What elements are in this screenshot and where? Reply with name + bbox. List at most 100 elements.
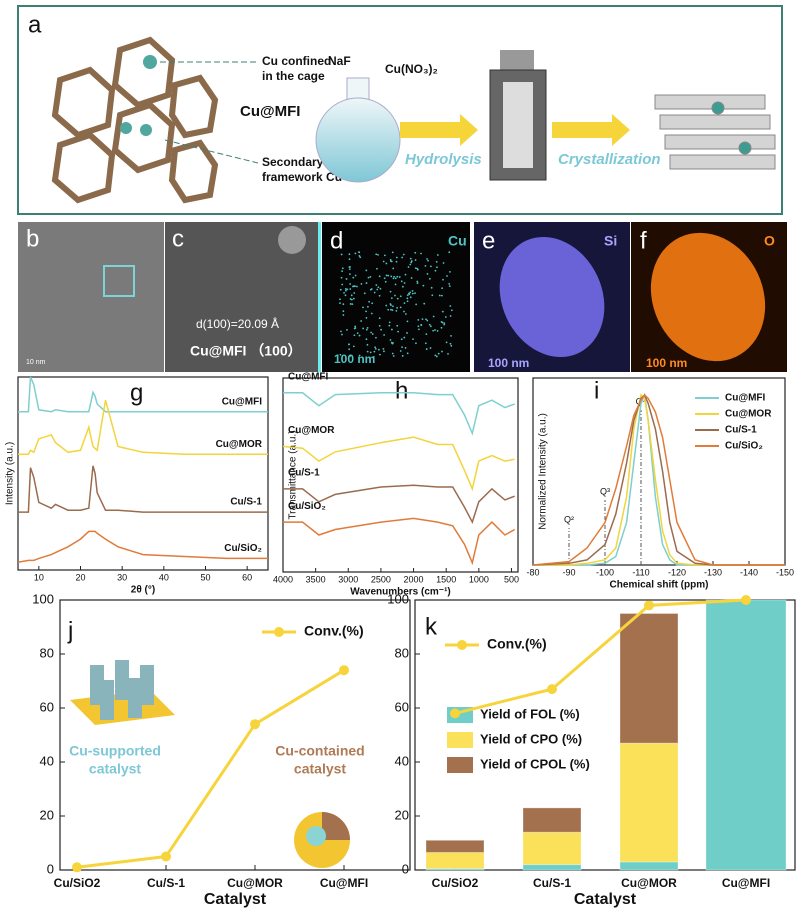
dot — [401, 256, 404, 259]
dot — [436, 254, 439, 256]
dot — [348, 348, 351, 351]
legend-label: Conv.(%) — [487, 636, 547, 652]
dot — [448, 285, 451, 288]
x-tick-label: Cu/S-1 — [533, 876, 571, 890]
dot — [339, 302, 341, 305]
bar-segment — [619, 861, 679, 871]
dot — [358, 251, 361, 254]
dot — [445, 341, 448, 344]
dot — [385, 304, 388, 307]
y-tick-label: 80 — [40, 645, 54, 660]
x-tick-label: 4000 — [273, 574, 293, 584]
x-tick-label: Cu@MFI — [722, 876, 770, 890]
dot — [441, 350, 443, 353]
dot — [437, 352, 440, 355]
conversion-point — [72, 862, 82, 873]
dot — [345, 278, 348, 280]
supported-illustration — [70, 660, 175, 725]
dot — [367, 276, 370, 279]
bar-segment — [619, 613, 679, 744]
y-axis-label: Transmittance (a.u.) — [288, 430, 299, 519]
o-signal — [650, 232, 766, 362]
y-tick-label: 40 — [40, 753, 54, 768]
panel-label: a — [28, 11, 42, 38]
spectrum-line — [283, 517, 516, 566]
dot — [353, 292, 356, 294]
dot — [383, 277, 386, 280]
dot — [372, 355, 375, 358]
scale-bar-label: 10 nm — [26, 359, 46, 366]
zeolite-framework — [51, 36, 219, 204]
dot — [434, 354, 437, 357]
dot — [354, 327, 357, 329]
dot — [378, 275, 381, 278]
plot-frame — [59, 599, 411, 871]
x-tick-label: Cu@MOR — [227, 876, 283, 890]
dot — [367, 305, 369, 308]
dot — [434, 269, 437, 272]
dot — [409, 263, 412, 266]
dot — [371, 302, 374, 305]
dot — [368, 300, 371, 303]
legend-label: Cu/S-1 — [288, 467, 320, 478]
dot — [396, 324, 399, 327]
dot — [365, 310, 367, 313]
plot-frame — [282, 377, 519, 573]
dot — [342, 303, 345, 306]
dot — [420, 323, 423, 326]
dot — [410, 260, 413, 262]
eds-map-cu — [322, 222, 470, 372]
dot — [362, 327, 365, 330]
x-tick-label: 30 — [117, 572, 127, 582]
dot — [398, 276, 401, 278]
annotation: d(100)=20.09 Å — [196, 316, 279, 331]
dot — [403, 336, 406, 339]
panel-label: f — [640, 227, 647, 254]
dot — [436, 266, 438, 269]
dot — [394, 294, 396, 297]
conversion-point — [450, 708, 460, 719]
selection-box — [103, 265, 135, 297]
dot — [396, 275, 399, 278]
element-label: O — [764, 233, 775, 249]
annotation: catalyst — [294, 761, 346, 777]
conversion-point — [644, 600, 654, 611]
y-tick-label: 80 — [395, 645, 409, 660]
dot — [371, 333, 374, 335]
spectrum-line — [282, 436, 515, 492]
dot — [449, 305, 452, 307]
dot — [370, 331, 372, 334]
dot — [346, 288, 349, 291]
dot — [354, 325, 357, 328]
dot — [406, 352, 409, 355]
dot — [438, 294, 441, 297]
x-tick-label: Cu@MFI — [320, 876, 368, 890]
dot — [409, 257, 412, 260]
dot — [342, 314, 345, 316]
dot — [417, 328, 420, 331]
x-axis-label: Catalyst — [574, 891, 637, 908]
fft-inset — [278, 226, 306, 254]
bar-segment — [425, 839, 485, 853]
dot — [425, 348, 428, 350]
x-tick-label: -130 — [704, 567, 722, 577]
spectrum-line — [283, 392, 515, 436]
x-tick-label: 1000 — [469, 574, 489, 584]
dot — [402, 253, 405, 256]
dot — [449, 315, 452, 317]
dot — [443, 322, 446, 325]
dot — [441, 287, 444, 290]
dot — [352, 297, 355, 300]
dot — [429, 347, 432, 349]
dot — [344, 294, 347, 297]
legend-label: Yield of FOL (%) — [480, 706, 580, 721]
dot — [423, 302, 426, 305]
dot — [416, 268, 419, 271]
dot — [353, 334, 356, 337]
dot — [370, 312, 373, 315]
dot — [363, 292, 366, 295]
dot — [384, 280, 387, 283]
dot — [375, 336, 377, 339]
autoclave — [489, 50, 547, 181]
dot — [406, 320, 409, 323]
